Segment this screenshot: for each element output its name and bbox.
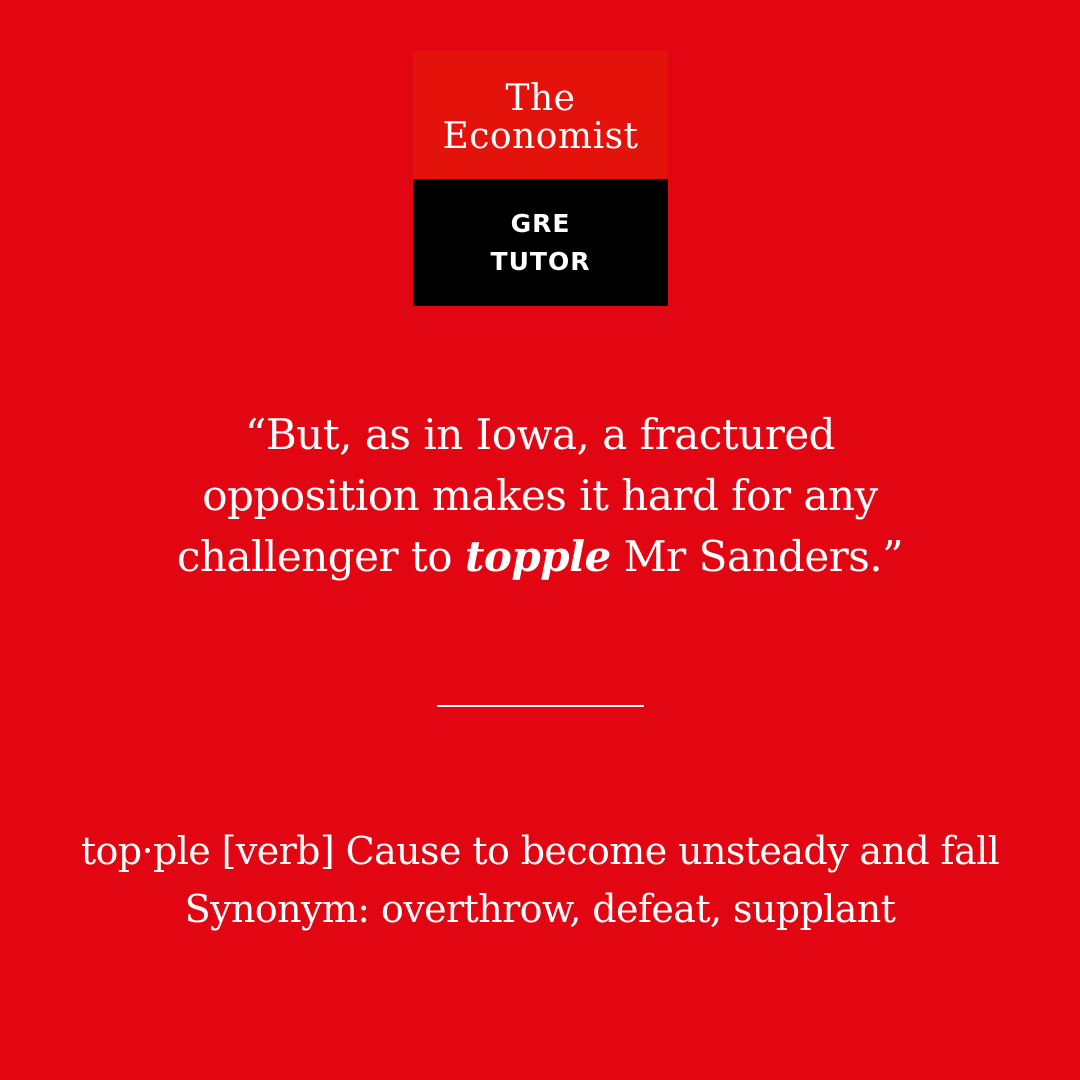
definition-line: top·ple [verb] Cause to become unsteady … [80,829,1000,873]
synonym-line: Synonym: overthrow, defeat, supplant [184,887,896,931]
quote-line-3-end: Mr Sanders.” [610,532,904,581]
word-definition: top·ple [verb] Cause to become unsteady … [20,822,1060,938]
quote-line-3-start: challenger to [176,532,465,581]
logo-product-line2: TUTOR [490,246,591,276]
logo-product-block: GRE TUTOR [413,179,668,306]
quote-line-2: opposition makes it hard for any [202,471,878,520]
quote-text: “But, as in Iowa, a fractured opposition… [90,404,990,587]
logo-brand-line1: The [505,78,576,119]
quote-keyword: topple [464,532,611,581]
logo-brand-block: The Economist [413,51,668,179]
logo-product-line1: GRE [510,208,571,238]
divider-line [437,705,644,707]
quote-line-1: “But, as in Iowa, a fractured [244,410,836,459]
logo-brand-line2: Economist [442,116,639,157]
economist-gre-tutor-logo: The Economist GRE TUTOR [413,51,668,306]
quote-line-3: challenger to topple Mr Sanders.” [90,526,990,587]
